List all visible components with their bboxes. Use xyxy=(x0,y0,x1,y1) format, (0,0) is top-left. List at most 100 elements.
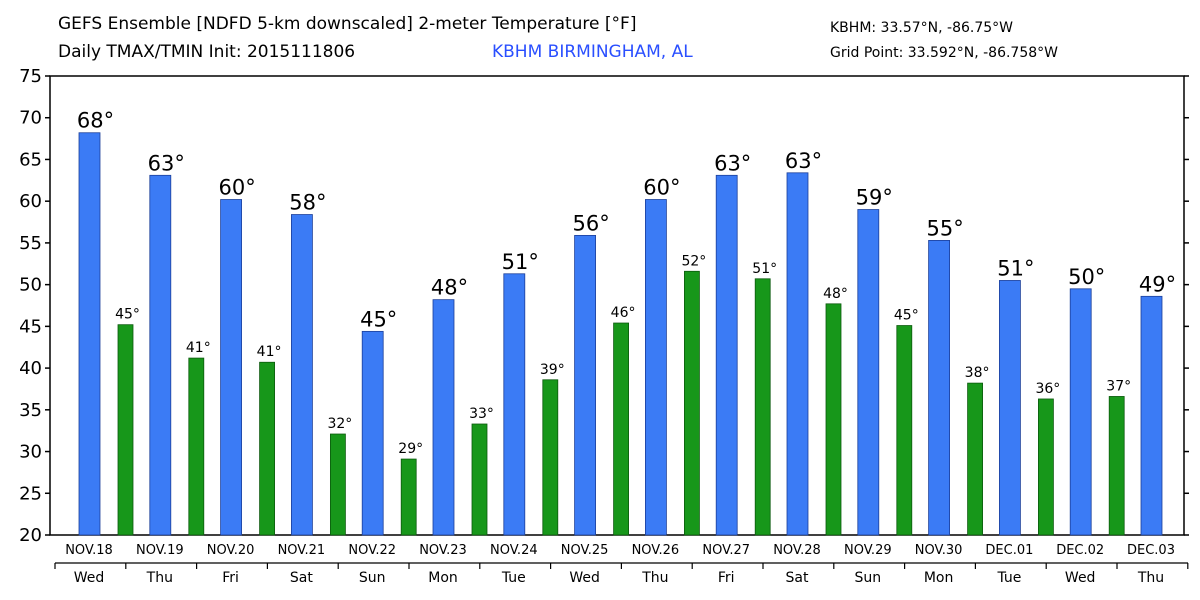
tmin-value-label: 45° xyxy=(894,308,919,324)
tmin-value-label: 41° xyxy=(257,344,282,360)
tmin-value-label: 52° xyxy=(681,253,706,269)
x-day-label: Sat xyxy=(786,570,809,586)
tmax-bar xyxy=(1140,295,1163,536)
tmin-bar xyxy=(1108,396,1125,536)
x-day-label: Thu xyxy=(641,570,668,586)
y-tick-label: 35 xyxy=(19,400,42,421)
tmax-bar xyxy=(857,209,880,536)
chart-subtitle: Daily TMAX/TMIN Init: 2015111806 xyxy=(58,42,356,62)
y-tick-label: 50 xyxy=(19,275,42,296)
tmax-value-label: 59° xyxy=(856,186,893,210)
tmin-value-label: 32° xyxy=(327,416,352,432)
tmin-bar xyxy=(613,322,629,536)
x-date-label: NOV.22 xyxy=(348,543,396,558)
y-tick-label: 55 xyxy=(19,233,42,254)
x-day-label: Wed xyxy=(1065,570,1096,586)
tmax-value-label: 50° xyxy=(1068,265,1105,289)
tmin-value-label: 37° xyxy=(1106,378,1131,394)
tmin-bar xyxy=(825,303,842,536)
tmin-value-label: 46° xyxy=(611,305,636,321)
tmin-value-label: 39° xyxy=(540,362,565,378)
tmin-value-label: 45° xyxy=(115,307,140,323)
tmin-bar xyxy=(1038,398,1054,536)
tmax-value-label: 60° xyxy=(218,176,255,200)
tmax-value-label: 63° xyxy=(148,151,185,175)
tmax-bar xyxy=(715,174,738,536)
x-day-label: Wed xyxy=(74,570,105,586)
station-coordinates: KBHM: 33.57°N, -86.75°W xyxy=(830,20,1013,36)
x-day-label: Mon xyxy=(924,570,954,586)
tmax-value-label: 55° xyxy=(926,216,963,240)
x-date-label: NOV.19 xyxy=(136,543,184,558)
station-name: KBHM BIRMINGHAM, AL xyxy=(492,42,693,62)
tmax-bar xyxy=(999,280,1021,536)
tmax-value-label: 45° xyxy=(360,307,397,331)
x-date-label: DEC.02 xyxy=(1056,543,1104,558)
grid-point-coordinates: Grid Point: 33.592°N, -86.758°W xyxy=(830,45,1058,61)
x-date-label: NOV.24 xyxy=(490,543,538,558)
x-date-label: NOV.26 xyxy=(632,543,680,558)
y-tick-label: 65 xyxy=(19,149,42,170)
tmax-value-label: 63° xyxy=(714,151,751,175)
tmin-bar xyxy=(259,361,276,536)
x-date-label: NOV.29 xyxy=(844,543,892,558)
tmax-bar xyxy=(361,330,384,536)
tmin-bar xyxy=(329,433,346,536)
tmax-bar xyxy=(928,240,950,536)
tmin-value-label: 33° xyxy=(469,406,494,422)
tmax-value-label: 48° xyxy=(431,276,468,300)
tmin-bar xyxy=(967,382,983,536)
y-tick-label: 70 xyxy=(19,108,42,129)
tmin-value-label: 41° xyxy=(186,340,211,356)
tmax-bar xyxy=(78,132,101,536)
tmax-value-label: 51° xyxy=(502,250,539,274)
tmax-bar xyxy=(290,214,313,536)
x-date-label: NOV.18 xyxy=(65,543,113,558)
tmax-value-label: 49° xyxy=(1139,272,1176,296)
tmax-bar xyxy=(574,234,596,536)
tmin-value-label: 29° xyxy=(398,441,423,457)
tmax-bar xyxy=(786,172,809,536)
chart-title: GEFS Ensemble [NDFD 5-km downscaled] 2-m… xyxy=(58,14,637,34)
x-day-label: Sun xyxy=(359,570,386,586)
y-tick-label: 25 xyxy=(19,483,42,504)
tmin-bar xyxy=(188,357,205,536)
tmax-value-label: 68° xyxy=(77,109,114,133)
x-day-label: Fri xyxy=(222,570,239,586)
x-day-label: Thu xyxy=(1137,570,1164,586)
tmax-bar xyxy=(220,199,243,536)
x-date-label: NOV.30 xyxy=(915,543,963,558)
x-day-label: Thu xyxy=(146,570,173,586)
tmin-value-label: 36° xyxy=(1035,381,1060,397)
x-day-label: Mon xyxy=(428,570,458,586)
y-tick-label: 20 xyxy=(19,525,42,546)
tmin-value-label: 48° xyxy=(823,286,848,302)
x-day-label: Wed xyxy=(569,570,600,586)
tmax-bar xyxy=(645,199,667,536)
tmax-value-label: 58° xyxy=(289,191,326,215)
tmax-bar xyxy=(432,299,455,536)
x-date-label: DEC.03 xyxy=(1127,543,1175,558)
tmin-value-label: 38° xyxy=(965,365,990,381)
x-date-label: NOV.21 xyxy=(278,543,326,558)
x-date-label: DEC.01 xyxy=(985,543,1033,558)
tmin-bar xyxy=(542,379,559,536)
tmin-value-label: 51° xyxy=(752,261,777,277)
y-tick-label: 30 xyxy=(19,442,42,463)
tmin-bar xyxy=(400,458,417,536)
tmin-bar xyxy=(896,325,913,536)
x-date-label: NOV.20 xyxy=(207,543,255,558)
tmax-value-label: 60° xyxy=(643,176,680,200)
y-tick-label: 40 xyxy=(19,358,42,379)
y-tick-label: 60 xyxy=(19,191,42,212)
tmin-bar xyxy=(684,270,700,536)
x-date-label: NOV.27 xyxy=(702,543,750,558)
tmax-bar xyxy=(149,174,172,536)
x-date-label: NOV.25 xyxy=(561,543,609,558)
x-day-label: Sun xyxy=(854,570,881,586)
tmin-bar xyxy=(117,324,134,536)
y-tick-label: 75 xyxy=(19,66,42,87)
tmax-value-label: 63° xyxy=(785,149,822,173)
x-date-label: NOV.28 xyxy=(773,543,821,558)
